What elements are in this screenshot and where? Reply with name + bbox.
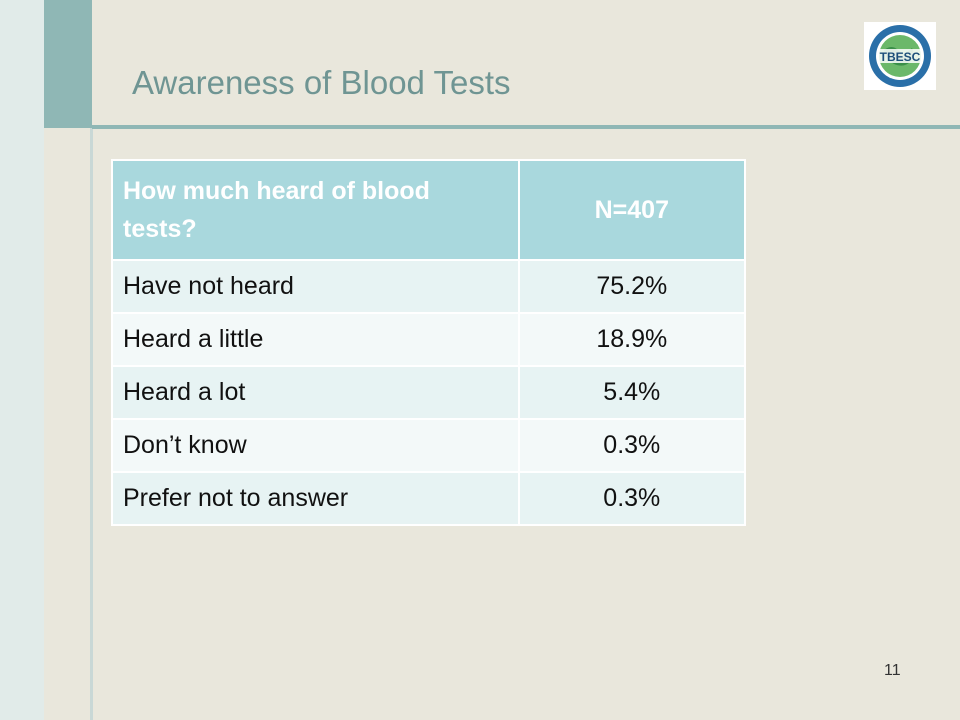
row-label: Heard a lot <box>111 365 520 420</box>
row-label: Don’t know <box>111 418 520 473</box>
page-number: 11 <box>884 662 901 679</box>
slide-title: Awareness of Blood Tests <box>132 64 511 101</box>
left-band <box>0 0 44 720</box>
table-row: Have not heard 75.2% <box>111 259 747 314</box>
row-label: Prefer not to answer <box>111 471 520 526</box>
left-rule <box>90 128 93 720</box>
accent-block <box>44 0 92 128</box>
table-row: Heard a lot 5.4% <box>111 365 747 420</box>
table-header-row: How much heard of blood tests? N=407 <box>111 159 747 261</box>
table-row: Prefer not to answer 0.3% <box>111 471 747 526</box>
row-value: 75.2% <box>517 259 747 314</box>
row-value: 18.9% <box>517 312 747 367</box>
globe-seal-icon: TBESC <box>869 25 931 87</box>
row-value: 0.3% <box>517 418 747 473</box>
row-value: 0.3% <box>517 471 747 526</box>
row-label: Heard a little <box>111 312 520 367</box>
awareness-table: How much heard of blood tests? N=407 Hav… <box>111 159 747 526</box>
table-row: Heard a little 18.9% <box>111 312 747 367</box>
tbesc-logo: TBESC <box>864 22 936 90</box>
logo-text-band <box>878 49 922 63</box>
column-header-n: N=407 <box>517 159 747 261</box>
logo-text: TBESC <box>880 50 921 64</box>
title-rule <box>92 125 960 129</box>
row-value: 5.4% <box>517 365 747 420</box>
row-label: Have not heard <box>111 259 520 314</box>
table-row: Don’t know 0.3% <box>111 418 747 473</box>
column-header-question: How much heard of blood tests? <box>111 159 520 261</box>
